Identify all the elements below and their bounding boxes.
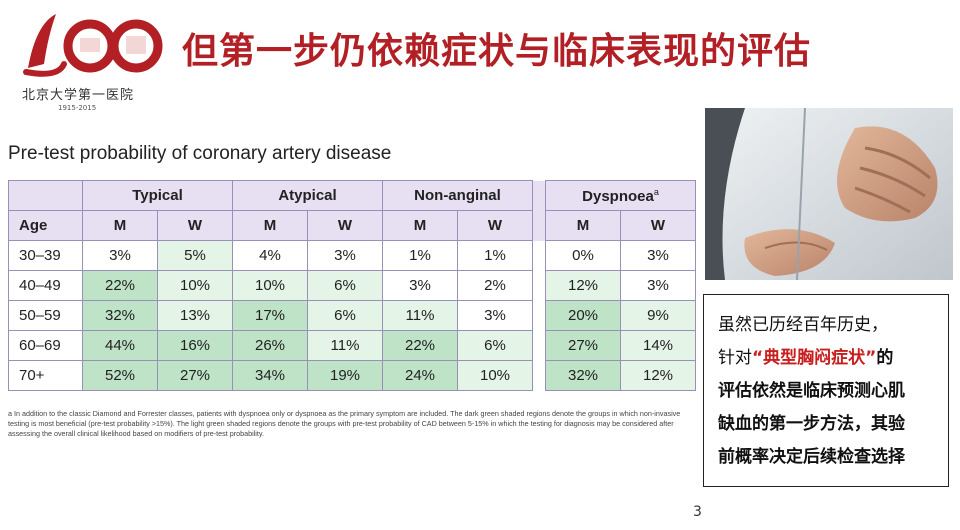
summary-line-2-prefix: 针对	[718, 348, 752, 368]
sex-label: W	[307, 210, 383, 241]
table-cell: 6%	[457, 330, 533, 361]
table-cell: 24%	[382, 360, 458, 391]
column-gap	[532, 210, 546, 241]
table-cell: 4%	[232, 240, 308, 271]
table-cell: 1%	[382, 240, 458, 271]
table-cell: 2%	[457, 270, 533, 301]
column-gap	[532, 330, 546, 361]
column-gap	[532, 270, 546, 301]
table-cell: 13%	[157, 300, 233, 331]
logo-years: 1915-2015	[58, 104, 97, 112]
table-cell: 26%	[232, 330, 308, 361]
table-cell: 1%	[457, 240, 533, 271]
sex-header-row: Age M W M W M W M W	[8, 210, 696, 241]
table-cell: 32%	[82, 300, 158, 331]
table-cell: 16%	[157, 330, 233, 361]
column-gap	[532, 180, 546, 211]
column-gap	[532, 360, 546, 391]
group-non-anginal: Non-anginal	[382, 180, 533, 211]
table-cell: 10%	[232, 270, 308, 301]
chest-pain-photo	[705, 108, 953, 280]
sex-label: M	[382, 210, 458, 241]
summary-line-2-suffix: 的	[876, 348, 894, 368]
logo-text: 北京大学第一医院	[22, 88, 135, 103]
table-row: 40–49 22% 10% 10% 6% 3% 2% 12% 3%	[8, 270, 696, 301]
sex-label: W	[620, 210, 696, 241]
group-dyspnoea-label: Dyspnoea	[582, 187, 654, 205]
summary-line-5: 前概率决定后续检查选择	[718, 447, 905, 467]
table-cell: 44%	[82, 330, 158, 361]
table-cell: 10%	[157, 270, 233, 301]
empty-header-cell	[8, 180, 83, 211]
table-cell: 34%	[232, 360, 308, 391]
table-cell: 0%	[545, 240, 621, 271]
logo-100-icon	[23, 14, 163, 77]
table-cell: 27%	[545, 330, 621, 361]
sex-label: W	[157, 210, 233, 241]
table-caption: Pre-test probability of coronary artery …	[8, 143, 392, 164]
group-header-row: Typical Atypical Non-anginal Dyspnoeaa	[8, 180, 696, 211]
table-cell: 20%	[545, 300, 621, 331]
hospital-logo	[18, 6, 168, 116]
column-gap	[532, 300, 546, 331]
sex-label: M	[545, 210, 621, 241]
table-cell: 3%	[82, 240, 158, 271]
summary-line-4: 缺血的第一步方法，其验	[718, 414, 905, 434]
table-row: 30–39 3% 5% 4% 3% 1% 1% 0% 3%	[8, 240, 696, 271]
table-row: 70+ 52% 27% 34% 19% 24% 10% 32% 12%	[8, 360, 696, 391]
age-cell: 60–69	[8, 330, 83, 361]
table-cell: 12%	[545, 270, 621, 301]
sex-label: W	[457, 210, 533, 241]
highlight-typical-symptom: “典型胸闷症状”	[752, 348, 877, 368]
table-cell: 11%	[307, 330, 383, 361]
table-cell: 3%	[457, 300, 533, 331]
summary-textbox: 虽然已历经百年历史， 针对“典型胸闷症状”的 评估依然是临床预测心肌 缺血的第一…	[703, 294, 949, 487]
table-cell: 3%	[620, 240, 696, 271]
group-atypical: Atypical	[232, 180, 383, 211]
summary-line-3: 评估依然是临床预测心肌	[718, 381, 905, 401]
group-dyspnoea: Dyspnoeaa	[545, 180, 696, 211]
table-cell: 12%	[620, 360, 696, 391]
summary-line-1: 虽然已历经百年历史，	[718, 315, 888, 335]
table-cell: 11%	[382, 300, 458, 331]
table-cell: 14%	[620, 330, 696, 361]
table-cell: 10%	[457, 360, 533, 391]
age-cell: 50–59	[8, 300, 83, 331]
chest-pain-image-icon	[705, 108, 953, 280]
table-cell: 19%	[307, 360, 383, 391]
table-cell: 6%	[307, 270, 383, 301]
group-typical: Typical	[82, 180, 233, 211]
age-cell: 30–39	[8, 240, 83, 271]
dyspnoea-superscript: a	[653, 186, 659, 197]
table-cell: 17%	[232, 300, 308, 331]
table-cell: 22%	[82, 270, 158, 301]
age-header: Age	[8, 210, 83, 241]
table-cell: 32%	[545, 360, 621, 391]
pretest-probability-table: Typical Atypical Non-anginal Dyspnoeaa A…	[8, 180, 696, 391]
table-cell: 9%	[620, 300, 696, 331]
table-cell: 5%	[157, 240, 233, 271]
column-gap	[532, 240, 546, 271]
table-cell: 3%	[382, 270, 458, 301]
table-cell: 27%	[157, 360, 233, 391]
table-row: 60–69 44% 16% 26% 11% 22% 6% 27% 14%	[8, 330, 696, 361]
table-cell: 52%	[82, 360, 158, 391]
table-row: 50–59 32% 13% 17% 6% 11% 3% 20% 9%	[8, 300, 696, 331]
summary-line-2: 针对“典型胸闷症状”的	[718, 342, 938, 375]
table-footnote: a In addition to the classic Diamond and…	[8, 409, 681, 438]
age-cell: 70+	[8, 360, 83, 391]
table-cell: 3%	[620, 270, 696, 301]
sex-label: M	[82, 210, 158, 241]
slide-title: 但第一步仍依赖症状与临床表现的评估	[182, 31, 812, 72]
table-cell: 6%	[307, 300, 383, 331]
sex-label: M	[232, 210, 308, 241]
age-cell: 40–49	[8, 270, 83, 301]
table-cell: 22%	[382, 330, 458, 361]
table-cell: 3%	[307, 240, 383, 271]
page-number: 3	[693, 504, 702, 520]
